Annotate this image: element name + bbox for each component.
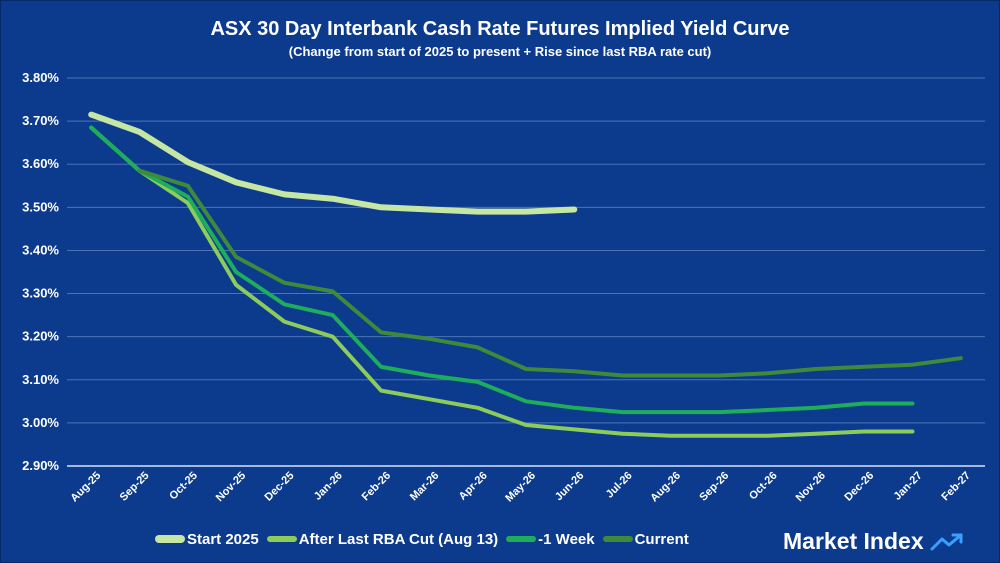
y-tick-label: 2.90% — [22, 458, 59, 473]
x-tick-label: May-26 — [503, 470, 538, 505]
x-tick-label: Mar-26 — [408, 470, 442, 504]
x-tick-label: Jan-26 — [312, 470, 345, 503]
legend-swatch — [602, 536, 633, 542]
x-tick-label: Feb-26 — [360, 470, 394, 504]
grid-lines — [67, 77, 985, 467]
y-tick-label: 3.50% — [22, 199, 59, 214]
x-tick-label: Jan-27 — [892, 470, 925, 503]
legend: Start 2025 After Last RBA Cut (Aug 13) -1 … — [155, 528, 689, 550]
legend-label: Start 2025 — [187, 530, 259, 548]
legend-swatch — [506, 536, 537, 542]
series-lines — [88, 111, 963, 438]
x-tick-label: Apr-26 — [457, 470, 490, 503]
legend-item: After Last RBA Cut (Aug 13) — [266, 530, 499, 548]
x-tick-label: Nov-26 — [794, 470, 828, 504]
legend-swatch — [155, 535, 185, 543]
x-tick-label: Jul-26 — [604, 470, 635, 501]
y-tick-label: 3.10% — [22, 372, 59, 387]
series-line-current — [137, 168, 963, 378]
x-tick-label: Aug-25 — [68, 470, 103, 505]
y-tick-label: 3.80% — [22, 70, 59, 85]
x-tick-label: Jun-26 — [553, 470, 587, 504]
x-tick-label: Dec-26 — [842, 470, 876, 504]
x-tick-label: Feb-27 — [939, 470, 973, 504]
series-line-start-2025 — [88, 111, 578, 215]
brand-logo: Market Index — [783, 528, 964, 555]
y-tick-label: 3.00% — [22, 415, 59, 430]
x-tick-label: Oct-26 — [747, 470, 780, 503]
y-axis-ticks: 3.80% 3.70% 3.60% 3.50% 3.40% 3.30% 3.20% 3.10%… — [22, 70, 59, 473]
x-axis-ticks: Aug-25 Sep-25 Oct-25 Nov-25 Dec-25 Jan-26 Feb-… — [68, 470, 973, 505]
y-tick-label: 3.30% — [22, 286, 59, 301]
y-tick-label: 3.40% — [22, 242, 59, 257]
legend-label: -1 Week — [538, 530, 595, 548]
legend-item: Start 2025 — [155, 531, 259, 548]
x-tick-label: Dec-25 — [263, 470, 297, 504]
y-tick-label: 3.60% — [22, 156, 59, 171]
x-tick-label: Sep-26 — [697, 470, 731, 504]
x-tick-label: Sep-25 — [118, 470, 152, 504]
legend-label: After Last RBA Cut (Aug 13) — [298, 530, 499, 548]
series-line-after-last-rba-cut-aug-13 — [89, 125, 915, 438]
legend-label: Current — [634, 530, 689, 548]
brand-name: Market Index — [783, 528, 924, 554]
x-tick-label: Oct-25 — [167, 470, 200, 503]
legend-item: Current — [602, 530, 689, 548]
x-tick-label: Nov-25 — [214, 470, 248, 504]
chart-title: ASX 30 Day Interbank Cash Rate Futures I… — [210, 18, 790, 40]
chart-subtitle: (Change from start of 2025 to present + … — [288, 44, 712, 59]
legend-item: -1 Week — [506, 530, 595, 548]
series-line-1-week — [89, 125, 915, 415]
y-tick-label: 3.70% — [22, 113, 59, 128]
legend-swatch — [266, 536, 297, 542]
trend-arrow-icon — [930, 533, 963, 550]
y-tick-label: 3.20% — [22, 329, 59, 344]
x-tick-label: Aug-26 — [648, 470, 683, 505]
